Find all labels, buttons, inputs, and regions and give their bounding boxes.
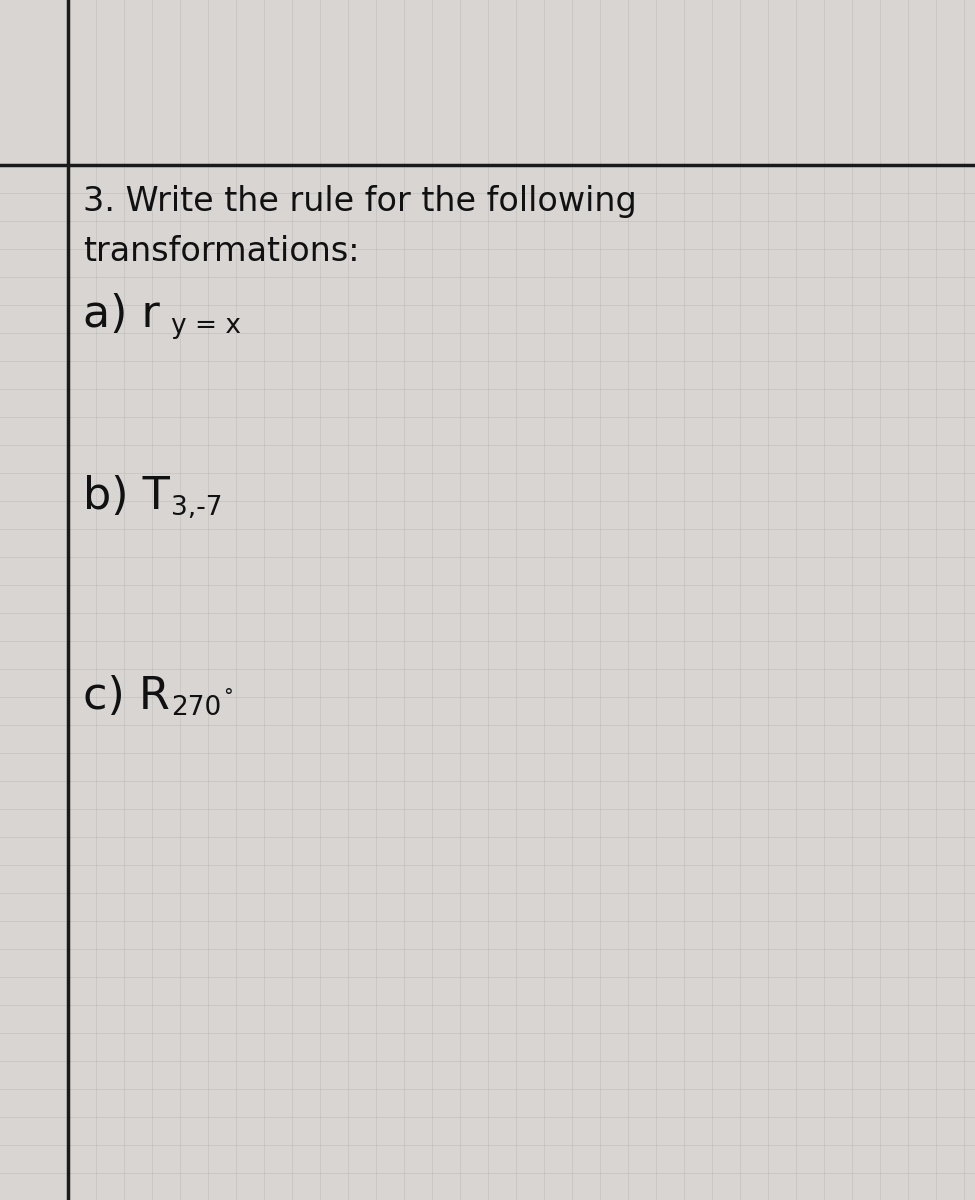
Text: b) T: b) T (83, 475, 170, 518)
Text: 3,-7: 3,-7 (171, 494, 222, 521)
Bar (68, 0, 975, 164)
Text: a) r: a) r (83, 293, 160, 336)
Text: 270: 270 (171, 695, 221, 721)
Bar (68, 164, 975, 1200)
Text: °: ° (223, 686, 233, 706)
Text: 3. Write the rule for the following: 3. Write the rule for the following (83, 185, 637, 218)
Text: y = x: y = x (171, 313, 241, 338)
Text: transformations:: transformations: (83, 235, 360, 268)
Text: c) R: c) R (83, 674, 170, 718)
Bar (0, 0, 68, 1200)
